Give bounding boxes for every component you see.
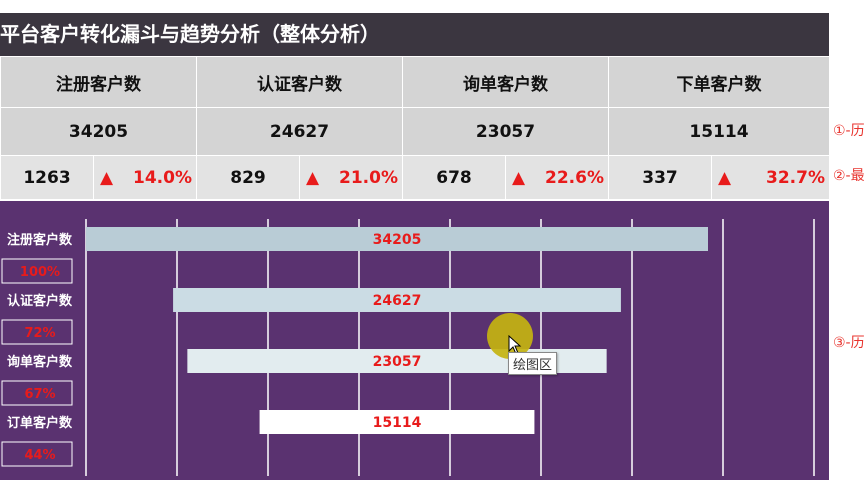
percent-label-box bbox=[1, 258, 73, 284]
side-note-2: ②-最 bbox=[833, 168, 864, 184]
header-inquiry: 询单客户数 bbox=[402, 56, 609, 108]
side-note-3: ③-历 bbox=[833, 335, 864, 351]
pct-registered: 14.0% bbox=[133, 167, 192, 188]
pct-inquiry-cell: ▲ 22.6% bbox=[505, 155, 609, 200]
category-label: 询单客户数 bbox=[7, 354, 73, 370]
up-triangle-icon: ▲ bbox=[306, 167, 320, 188]
percent-label-box bbox=[1, 319, 73, 345]
pct-order-cell: ▲ 32.7% bbox=[711, 155, 830, 200]
funnel-bar[interactable] bbox=[259, 410, 535, 434]
pct-verified: 21.0% bbox=[339, 167, 398, 188]
header-verified: 认证客户数 bbox=[196, 56, 403, 108]
percent-label-box bbox=[1, 380, 73, 406]
bar-data-label: 24627 bbox=[373, 293, 422, 309]
cursor-highlight bbox=[487, 313, 533, 359]
funnel-bar[interactable] bbox=[86, 227, 708, 251]
kpi-table: 注册客户数 认证客户数 询单客户数 下单客户数 34205 24627 2305… bbox=[0, 56, 830, 200]
up-triangle-icon: ▲ bbox=[100, 167, 114, 188]
pct-inquiry: 22.6% bbox=[545, 167, 604, 188]
percent-label: 44% bbox=[24, 448, 55, 463]
pct-registered-cell: ▲ 14.0% bbox=[93, 155, 197, 200]
category-label: 认证客户数 bbox=[7, 293, 73, 309]
percent-label: 100% bbox=[20, 265, 60, 280]
funnel-bar[interactable] bbox=[173, 288, 621, 312]
header-registered: 注册客户数 bbox=[0, 56, 197, 108]
pct-verified-cell: ▲ 21.0% bbox=[299, 155, 403, 200]
up-triangle-icon: ▲ bbox=[512, 167, 526, 188]
delta-inquiry: 678 bbox=[402, 155, 506, 200]
bar-data-label: 23057 bbox=[373, 354, 422, 370]
bar-data-label: 34205 bbox=[373, 232, 422, 248]
percent-label: 67% bbox=[24, 387, 55, 402]
delta-registered: 1263 bbox=[0, 155, 94, 200]
up-triangle-icon: ▲ bbox=[718, 167, 732, 188]
side-note-1: ①-历 bbox=[833, 123, 864, 139]
total-order: 15114 bbox=[608, 107, 830, 156]
pct-order: 32.7% bbox=[766, 167, 825, 188]
bar-data-label: 15114 bbox=[373, 415, 422, 431]
plot-area[interactable]: 34205 注册客户数 100% 24627 认证客户数 72% 23057 询单客户数 67%… bbox=[0, 201, 829, 480]
total-inquiry: 23057 bbox=[402, 107, 609, 156]
delta-verified: 829 bbox=[196, 155, 300, 200]
total-verified: 24627 bbox=[196, 107, 403, 156]
plot-area-tooltip: 绘图区 bbox=[508, 352, 558, 375]
percent-label-box bbox=[1, 441, 73, 467]
percent-label: 72% bbox=[24, 326, 55, 341]
total-registered: 34205 bbox=[0, 107, 197, 156]
category-label: 注册客户数 bbox=[7, 232, 73, 248]
funnel-chart[interactable]: 34205 注册客户数 100% 24627 认证客户数 72% 23057 询单客户数 67%… bbox=[0, 201, 829, 480]
header-order: 下单客户数 bbox=[608, 56, 830, 108]
delta-order: 337 bbox=[608, 155, 712, 200]
category-label: 订单客户数 bbox=[7, 415, 73, 431]
dashboard-title: 平台客户转化漏斗与趋势分析（整体分析） bbox=[0, 13, 829, 56]
